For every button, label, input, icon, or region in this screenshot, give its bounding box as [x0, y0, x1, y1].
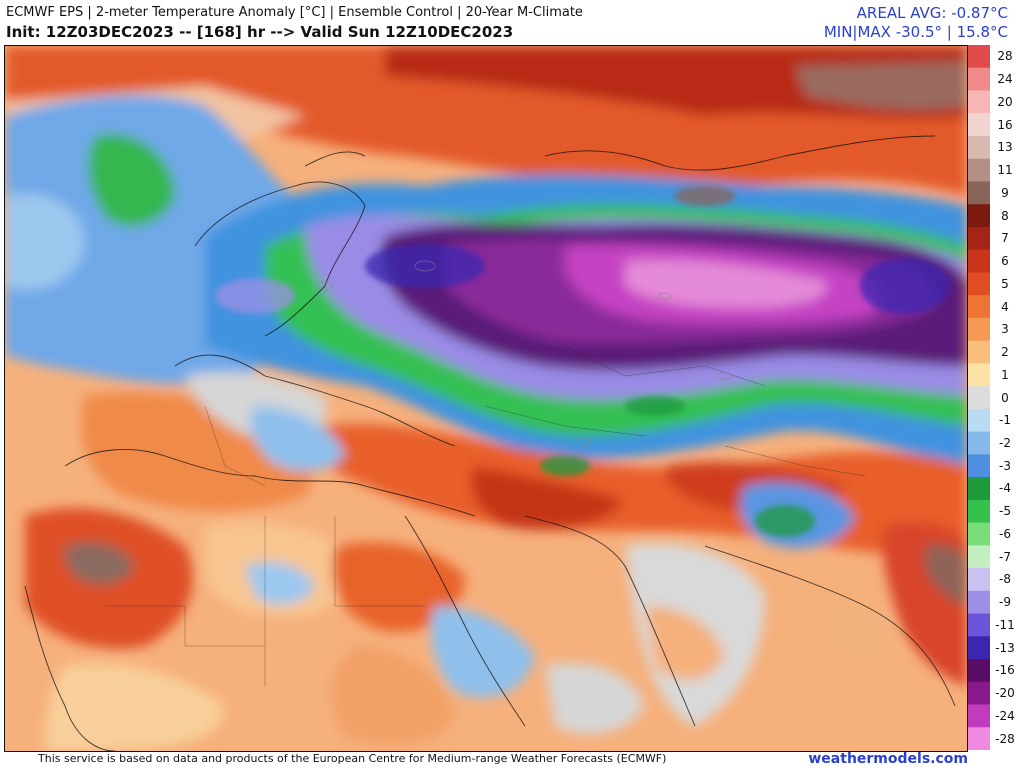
product-title: ECMWF EPS | 2-meter Temperature Anomaly … — [6, 5, 583, 20]
legend-swatch — [968, 135, 990, 160]
legend-swatch — [968, 67, 990, 91]
legend-label: 20 — [997, 94, 1013, 109]
legend-swatch — [968, 340, 990, 364]
legend-label: -28 — [995, 731, 1015, 746]
site-link[interactable]: weathermodels.com — [808, 751, 968, 767]
legend-label: 2 — [1001, 345, 1009, 360]
legend-swatch — [968, 158, 990, 182]
header-right: AREAL AVG: -0.87°C MIN|MAX -30.5° | 15.8… — [824, 4, 1008, 42]
legend-swatch — [968, 727, 990, 750]
color-legend — [968, 45, 990, 750]
temperature-anomaly-map — [4, 45, 968, 752]
legend-swatch — [968, 545, 990, 569]
legend-swatch — [968, 568, 990, 592]
legend-label: -8 — [999, 572, 1011, 587]
legend-swatch — [968, 386, 990, 410]
legend-swatch — [968, 90, 990, 114]
legend-label: 4 — [1001, 299, 1009, 314]
legend-label: 7 — [1001, 231, 1009, 246]
legend-swatch — [968, 45, 990, 69]
legend-swatch — [968, 363, 990, 387]
map-canvas — [5, 46, 967, 751]
min-max-values: MIN|MAX -30.5° | 15.8°C — [823, 23, 1008, 41]
legend-swatch — [968, 499, 990, 524]
legend-swatch — [968, 317, 990, 342]
legend-label: -3 — [999, 458, 1011, 473]
legend-label: -20 — [995, 686, 1015, 701]
legend-label: -6 — [999, 526, 1011, 541]
lakes — [316, 260, 733, 446]
legend-label: 5 — [1001, 276, 1009, 291]
anomaly-shading — [5, 46, 967, 751]
legend-label: 13 — [997, 140, 1013, 155]
legend-label: -24 — [995, 708, 1015, 723]
legend-swatch — [968, 272, 990, 296]
legend-label: 11 — [997, 163, 1013, 178]
legend-label: -5 — [999, 504, 1011, 519]
legend-swatch — [968, 477, 990, 501]
legend-swatch — [968, 295, 990, 319]
legend-swatch — [968, 636, 990, 660]
legend-label: 16 — [997, 117, 1013, 132]
legend-swatch — [968, 113, 990, 137]
legend-labels: 28 24 20 16 13 11 9 8 7 6 5 4 3 2 1 0 -1 -2 -3 -4 -5 -6 -7 -8 -9… — [992, 45, 1024, 750]
legend-swatch — [968, 181, 990, 205]
legend-swatch — [968, 226, 990, 251]
legend-label: 24 — [997, 72, 1013, 87]
legend-label: 3 — [1001, 322, 1009, 337]
legend-label: -11 — [995, 617, 1015, 632]
legend-label: 6 — [1001, 254, 1009, 269]
anomaly-detail — [215, 186, 950, 537]
legend-swatch — [968, 249, 990, 273]
areal-average: AREAL AVG: -0.87°C — [856, 4, 1008, 22]
legend-swatch — [968, 431, 990, 455]
legend-label: -16 — [995, 663, 1015, 678]
legend-label: -4 — [999, 481, 1011, 496]
legend-swatch — [968, 590, 990, 615]
legend-swatch — [968, 704, 990, 728]
legend-swatch — [968, 659, 990, 683]
header-left: ECMWF EPS | 2-meter Temperature Anomaly … — [6, 4, 583, 42]
attribution-text: This service is based on data and produc… — [38, 752, 667, 765]
legend-label: -13 — [995, 640, 1015, 655]
legend-swatch — [968, 522, 990, 546]
legend-label: 0 — [1001, 390, 1009, 405]
legend-label: -9 — [999, 595, 1011, 610]
legend-swatch — [968, 454, 990, 478]
coastlines — [24, 135, 956, 751]
legend-label: 8 — [1001, 208, 1009, 223]
legend-label: -7 — [999, 549, 1011, 564]
legend-swatch — [968, 204, 990, 228]
legend-swatch — [968, 681, 990, 706]
legend-label: 28 — [997, 49, 1013, 64]
legend-swatch — [968, 613, 990, 637]
legend-label: 9 — [1001, 185, 1009, 200]
init-valid-time: Init: 12Z03DEC2023 -- [168] hr --> Valid… — [6, 23, 514, 41]
country-borders — [105, 345, 866, 686]
legend-label: 1 — [1001, 367, 1009, 382]
legend-label: -1 — [999, 413, 1011, 428]
legend-label: -2 — [999, 435, 1011, 450]
legend-swatch — [968, 408, 990, 433]
